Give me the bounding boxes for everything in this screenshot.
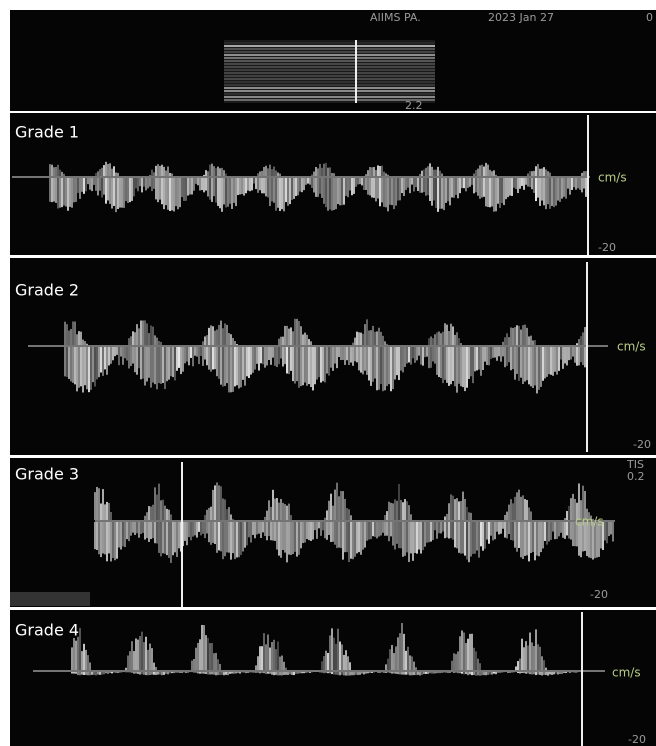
scale: -20	[633, 438, 651, 451]
stripe	[224, 90, 435, 92]
stripe	[224, 69, 435, 71]
stripe	[224, 75, 435, 77]
stripe	[224, 78, 435, 80]
stripe	[224, 57, 435, 59]
stripe	[224, 42, 435, 44]
stripe	[224, 60, 435, 62]
unit: cm/s	[612, 666, 641, 680]
figure: AIIMS PA. 2023 Jan 27 0 2.2 Grade 1 cm/s…	[0, 0, 656, 746]
scale: -20	[628, 733, 646, 746]
scale: -20	[590, 588, 608, 601]
grade-label: Grade 1	[15, 123, 79, 142]
site: AIIMS PA.	[370, 11, 421, 24]
cut-text: 0	[646, 11, 653, 24]
overlay-box	[10, 592, 90, 606]
stripe	[224, 72, 435, 74]
page: AIIMS PA. 2023 Jan 27 0 2.2 Grade 1 cm/s…	[0, 0, 656, 746]
stripe	[224, 51, 435, 53]
unit: cm/s	[598, 171, 627, 185]
stripe	[224, 99, 435, 101]
stripe	[224, 63, 435, 65]
date: 2023 Jan 27	[488, 11, 554, 24]
depth: 2.2	[405, 99, 423, 112]
scale: -20	[598, 241, 616, 254]
unit: cm/s	[617, 340, 646, 354]
grade-label: Grade 4	[15, 621, 79, 640]
unit: cm/s	[575, 515, 604, 529]
stripe	[224, 54, 435, 56]
stripe	[224, 84, 435, 86]
stripe	[224, 81, 435, 83]
stripe	[224, 48, 435, 50]
stripe	[224, 93, 435, 95]
stripe	[224, 96, 435, 98]
grade-label: Grade 3	[15, 465, 79, 484]
stripe	[224, 66, 435, 68]
grade-label: Grade 2	[15, 281, 79, 300]
stripe	[224, 45, 435, 47]
tis-value: 0.2	[627, 470, 645, 483]
stripe	[224, 87, 435, 89]
